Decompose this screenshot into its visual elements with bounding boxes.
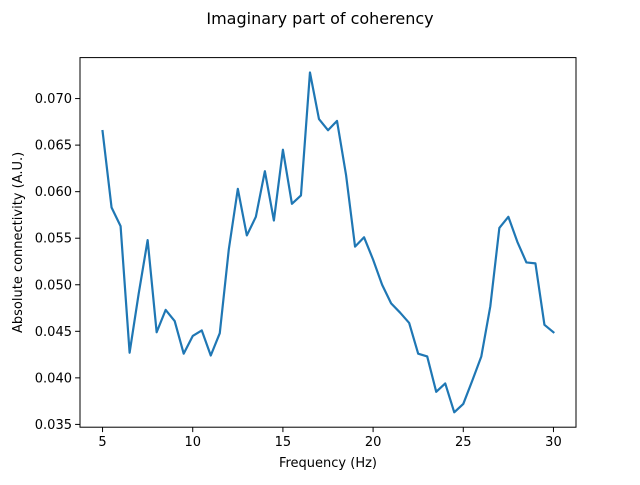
x-tick-label: 20 [365,435,382,450]
y-tick-label: 0.070 [35,92,72,107]
y-tick-label: 0.040 [35,371,72,386]
x-tick-label: 10 [184,435,201,450]
x-axis-label: Frequency (Hz) [279,456,377,471]
axis-ticks: 5 10 15 20 25 30 0.035 0.040 0.045 0.050 0.055 0.06… [35,92,562,450]
y-axis-label: Absolute connectivity (A.U.) [11,152,26,333]
chart-title: Imaginary part of coherency [206,9,433,28]
x-tick-label: 25 [455,435,472,450]
y-tick-label: 0.050 [35,278,72,293]
y-tick-label: 0.055 [35,232,72,247]
x-tick-label: 15 [275,435,292,450]
y-tick-label: 0.065 [35,139,72,154]
x-tick-label: 30 [545,435,562,450]
y-tick-label: 0.045 [35,325,72,340]
series-line [101,71,555,414]
y-tick-label: 0.060 [35,185,72,200]
x-tick-label: 5 [98,435,106,450]
plot-area-frame [79,57,577,428]
y-tick-label: 0.035 [35,418,72,433]
